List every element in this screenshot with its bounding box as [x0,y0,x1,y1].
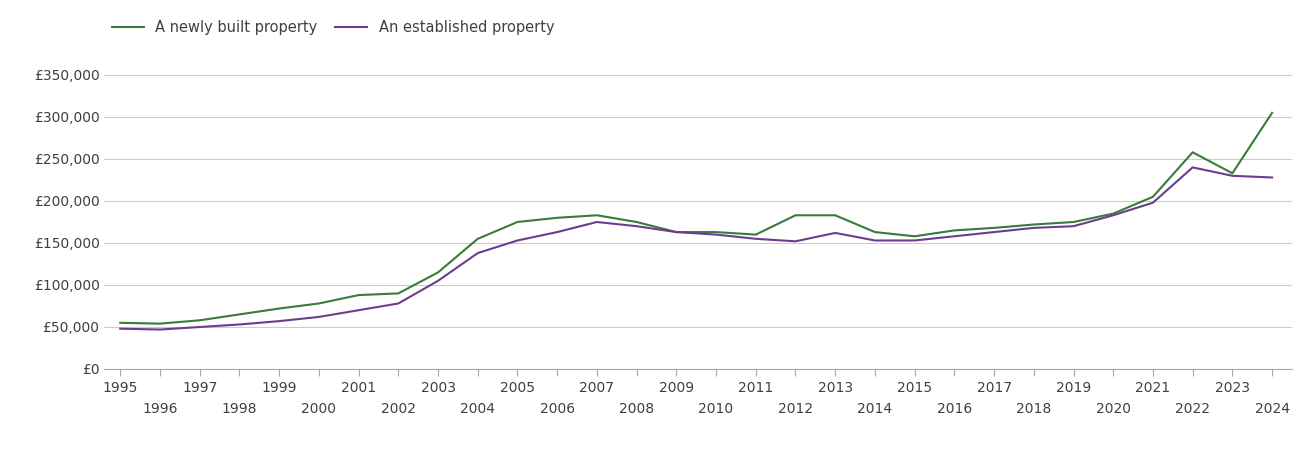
A newly built property [549,215,565,220]
An established property [946,234,962,239]
An established property [192,324,207,330]
An established property [827,230,843,236]
A newly built property [231,312,247,317]
A newly built property [1265,110,1280,116]
A newly built property [1066,219,1082,225]
An established property [549,230,565,235]
A newly built property [431,270,446,275]
A newly built property [748,232,763,237]
A newly built property [709,230,724,235]
An established property [907,238,923,243]
A newly built property [788,212,804,218]
An established property [1066,224,1082,229]
A newly built property [390,291,406,296]
A newly built property [1144,194,1160,199]
A newly built property [987,225,1002,230]
A newly built property [1026,222,1041,227]
A newly built property [589,212,604,218]
A newly built property [1105,211,1121,216]
An established property [470,250,485,256]
Line: A newly built property: A newly built property [120,113,1272,324]
An established property [867,238,882,243]
A newly built property [510,219,526,225]
An established property [709,232,724,237]
A newly built property [271,306,287,311]
Text: 1996: 1996 [142,402,177,416]
Legend: A newly built property, An established property: A newly built property, An established p… [112,20,555,36]
A newly built property [907,234,923,239]
An established property [1144,200,1160,205]
A newly built property [112,320,128,325]
Text: 2008: 2008 [619,402,654,416]
An established property [112,326,128,331]
Text: 2012: 2012 [778,402,813,416]
A newly built property [351,292,367,298]
An established property [153,327,168,332]
A newly built property [946,228,962,233]
An established property [1105,212,1121,218]
An established property [351,307,367,313]
An established property [668,230,684,235]
A newly built property [827,212,843,218]
An established property [311,314,326,319]
A newly built property [470,236,485,242]
Text: 2006: 2006 [539,402,574,416]
Text: 2016: 2016 [937,402,972,416]
An established property [748,236,763,242]
Text: 2018: 2018 [1017,402,1052,416]
Text: 2004: 2004 [461,402,495,416]
An established property [629,224,645,229]
Text: 2022: 2022 [1176,402,1210,416]
A newly built property [153,321,168,326]
An established property [271,319,287,324]
A newly built property [1185,149,1201,155]
A newly built property [629,219,645,225]
A newly built property [867,230,882,235]
A newly built property [668,230,684,235]
An established property [510,238,526,243]
Line: An established property: An established property [120,167,1272,329]
Text: 2000: 2000 [301,402,337,416]
Text: 2020: 2020 [1096,402,1130,416]
An established property [231,322,247,327]
Text: 2024: 2024 [1254,402,1289,416]
An established property [1185,165,1201,170]
Text: 2010: 2010 [698,402,733,416]
A newly built property [192,318,207,323]
Text: 2014: 2014 [857,402,893,416]
Text: 2002: 2002 [381,402,416,416]
An established property [390,301,406,306]
An established property [589,219,604,225]
An established property [1224,173,1240,179]
An established property [788,238,804,244]
An established property [987,230,1002,235]
A newly built property [1224,171,1240,176]
Text: 1998: 1998 [222,402,257,416]
An established property [1026,225,1041,230]
An established property [1265,175,1280,180]
An established property [431,278,446,284]
A newly built property [311,301,326,306]
